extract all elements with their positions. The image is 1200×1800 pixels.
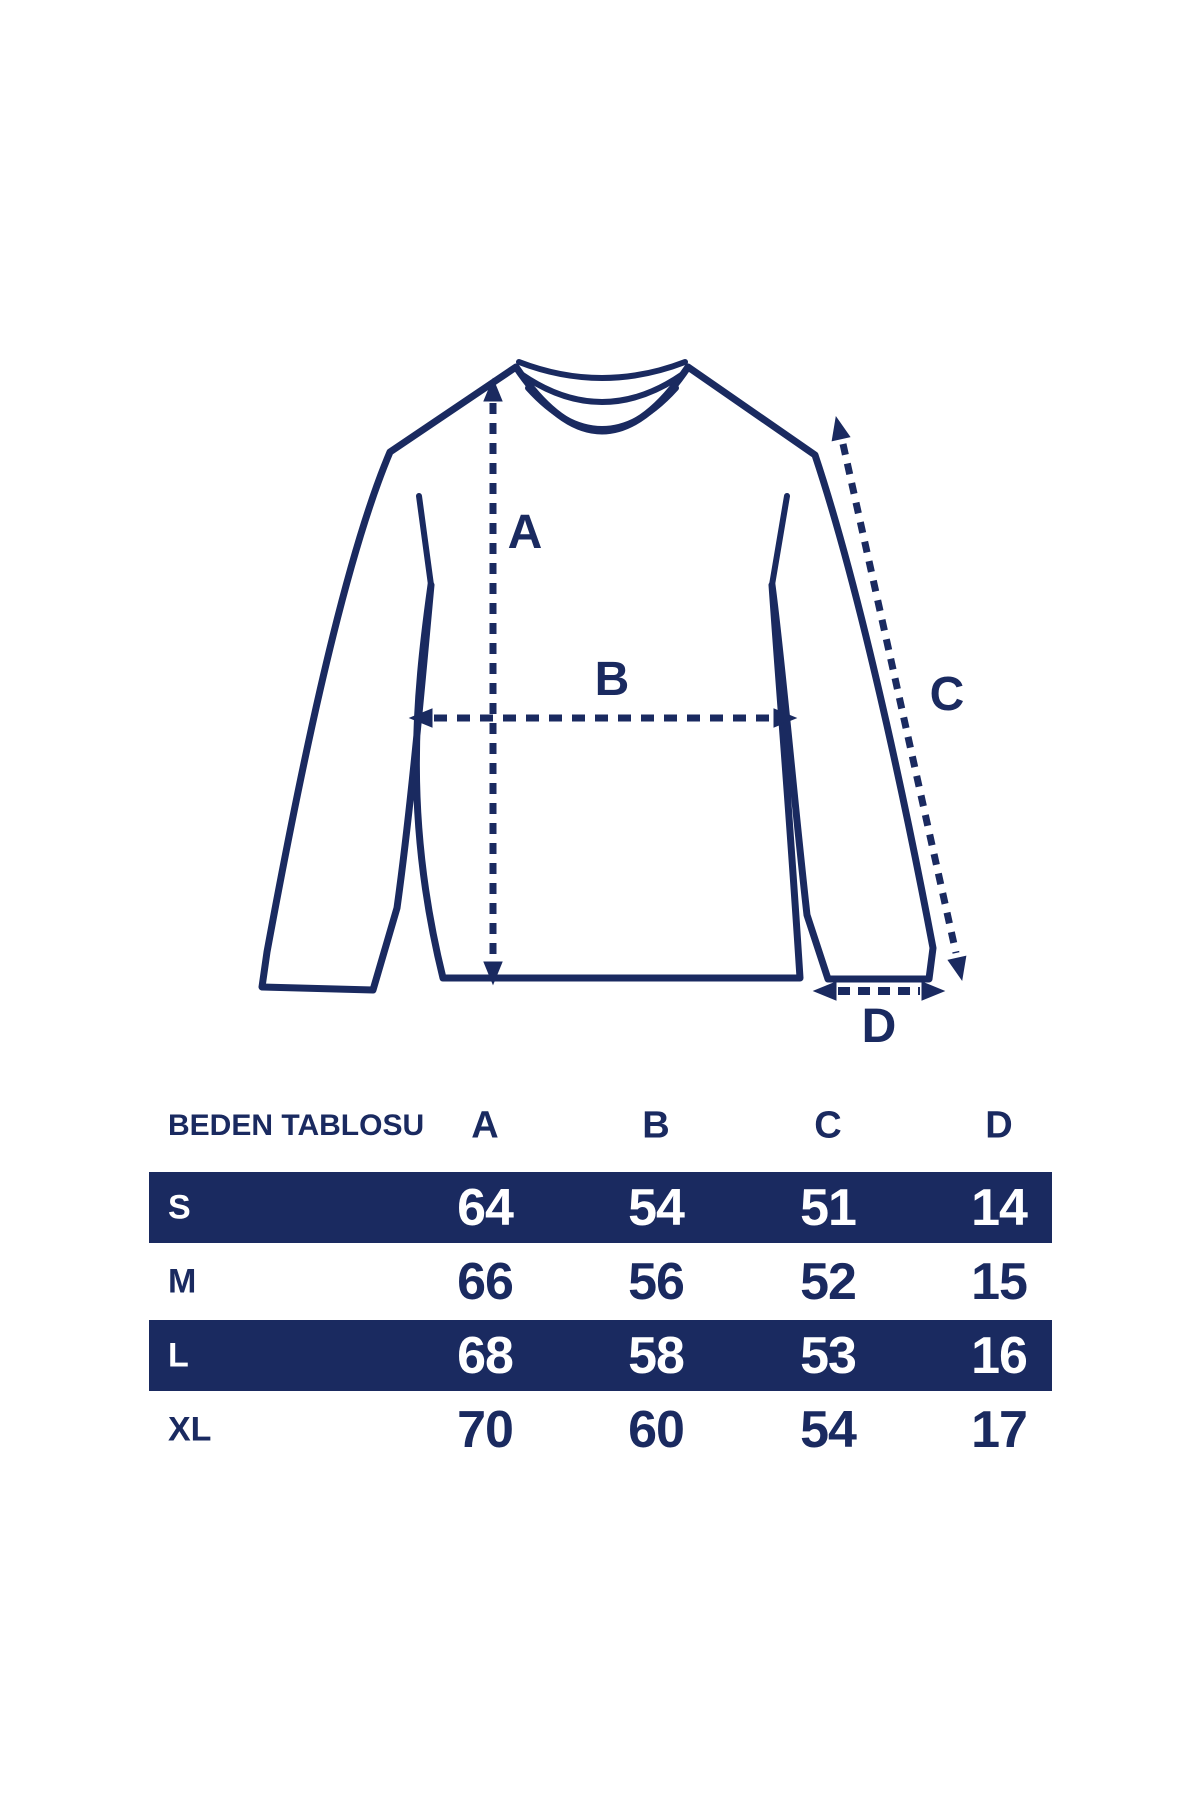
- garment-diagram: A B C D: [258, 359, 967, 1053]
- size-label: S: [168, 1188, 191, 1226]
- measure-label-b: B: [595, 653, 630, 706]
- size-table-header: BEDEN TABLOSU A B C D: [149, 1100, 1052, 1152]
- column-header-c: C: [814, 1104, 842, 1147]
- value-c: 52: [800, 1252, 857, 1311]
- value-b: 60: [628, 1400, 685, 1459]
- table-row-s: S 64 54 51 14: [149, 1172, 1052, 1243]
- measure-label-c: C: [930, 668, 965, 721]
- value-b: 58: [628, 1326, 685, 1385]
- value-a: 68: [457, 1326, 514, 1385]
- measure-arrow-c: [831, 416, 967, 981]
- value-a: 66: [457, 1252, 514, 1311]
- measure-label-a: A: [508, 506, 543, 559]
- value-d: 17: [971, 1400, 1028, 1459]
- value-b: 54: [628, 1178, 685, 1237]
- table-row-m: M 66 56 52 15: [149, 1243, 1052, 1320]
- measure-arrow-b: [408, 708, 798, 728]
- value-d: 16: [971, 1326, 1028, 1385]
- right-armhole-seam: [769, 493, 790, 588]
- size-table: BEDEN TABLOSU A B C D S 64 54 51 14 M 66…: [149, 1100, 1052, 1472]
- left-armhole-seam: [416, 493, 434, 588]
- table-row-l: L 68 58 53 16: [149, 1320, 1052, 1391]
- measure-label-d: D: [862, 1000, 897, 1053]
- value-d: 14: [971, 1178, 1028, 1237]
- sweatshirt-drawing: A B C D: [258, 359, 967, 1053]
- value-c: 54: [800, 1400, 857, 1459]
- value-b: 56: [628, 1252, 685, 1311]
- column-header-d: D: [985, 1104, 1013, 1147]
- size-label: XL: [168, 1410, 212, 1448]
- column-header-b: B: [642, 1104, 670, 1147]
- column-header-a: A: [471, 1104, 499, 1147]
- value-a: 70: [457, 1400, 514, 1459]
- value-a: 64: [457, 1178, 514, 1237]
- value-d: 15: [971, 1252, 1028, 1311]
- value-c: 51: [800, 1178, 857, 1237]
- value-c: 53: [800, 1326, 857, 1385]
- measure-arrow-d: [812, 981, 946, 1001]
- collar-rib-lines: [516, 359, 688, 432]
- size-label: M: [168, 1262, 197, 1300]
- garment-outline: [258, 363, 937, 994]
- size-label: L: [168, 1336, 189, 1374]
- measure-arrow-a: [483, 377, 503, 986]
- size-table-title: BEDEN TABLOSU: [168, 1109, 425, 1142]
- table-row-xl: XL 70 60 54 17: [149, 1391, 1052, 1468]
